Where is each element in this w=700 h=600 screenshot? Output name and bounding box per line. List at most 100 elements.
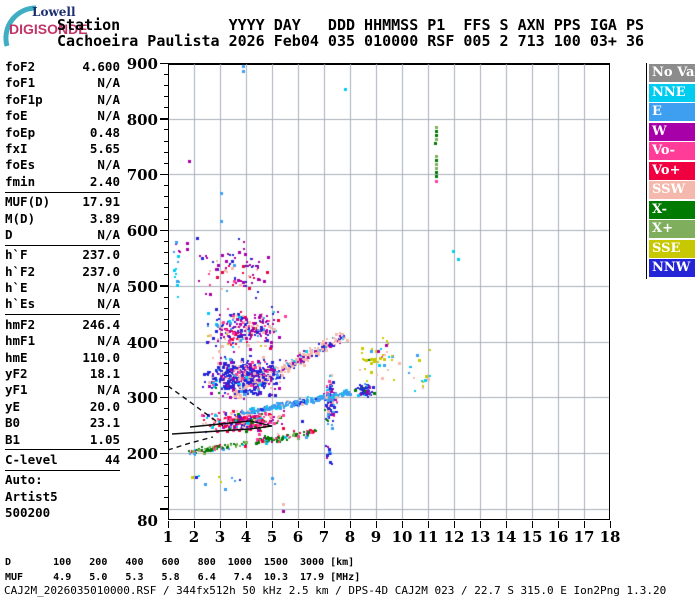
param-label: 500200 [5,505,51,521]
param-row: h`E N/A [5,280,120,296]
header-column-titles: Station YYYY DAY DDD HHMMSS P1 FFS S AXN… [57,16,644,34]
y-minor-tick [164,318,168,320]
param-label: Auto: [5,472,43,488]
x-major-tick [297,521,299,528]
x-major-tick [245,521,247,528]
x-axis-label: 18 [599,528,621,546]
y-minor-tick [164,330,168,331]
y-minor-tick [164,430,168,432]
param-row: 500200 [5,505,120,521]
y-major-tick [160,396,168,399]
x-axis-label: 10 [391,528,413,546]
param-label: hmF1 [5,333,36,349]
measurement-header: Station YYYY DAY DDD HHMMSS P1 FFS S AXN… [57,17,644,49]
param-row: fmin 2.40 [5,174,120,190]
y-minor-tick [164,408,168,410]
y-minor-tick [164,307,168,309]
param-label: foEp [5,124,36,140]
param-label: fmin [5,173,36,189]
param-label: foF1p [5,91,43,107]
y-minor-tick [164,274,168,276]
legend-item-noval: No Val [649,64,695,82]
param-row: hmF1 N/A [5,333,120,349]
y-minor-tick [164,419,168,421]
param-value: 20.0 [89,398,120,414]
y-axis-label: 900 [126,55,158,73]
param-group-divider [5,244,120,246]
y-minor-tick [164,196,168,198]
param-value: 18.1 [89,366,120,382]
param-row: yF2 18.1 [5,366,120,382]
x-axis-label: 12 [443,528,465,546]
param-value: 110.0 [82,349,120,365]
param-label: foF2 [5,59,36,74]
param-label: h`F2 [5,263,36,279]
x-major-tick [505,521,507,528]
legend-item-x+: X+ [649,220,695,238]
hf-trace-dashed [168,385,227,429]
x-major-tick [479,521,481,528]
y-axis-label: 500 [126,277,158,296]
param-value: 3.89 [89,210,120,226]
param-row: foEp 0.48 [5,125,120,141]
legend-item-w: W [649,122,695,141]
y-minor-tick [164,73,168,75]
logo-text-lowell: Lowell [32,5,76,19]
x-major-tick [609,521,611,528]
x-axis-label: 5 [266,528,278,546]
header-values: Cachoeira Paulista 2026 Feb04 035 010000… [57,32,644,50]
param-value: N/A [97,108,120,124]
hf-trace-solid [171,420,273,435]
x-axis-label: 6 [292,528,304,546]
y-minor-tick [164,107,168,109]
param-label: h`F [5,247,28,263]
param-row: foE N/A [5,108,120,124]
x-major-tick [401,521,403,528]
logo-text-digisonde: DIGISONDE [9,21,88,37]
param-value: N/A [97,226,120,242]
x-major-tick [349,521,351,528]
y-major-tick [160,229,168,231]
param-row: yE 20.0 [5,399,120,415]
param-row: MUF(D) 17.91 [5,194,120,210]
y-axis-label: 700 [126,166,158,185]
param-value: N/A [97,280,120,296]
param-label: h`E [5,280,28,296]
y-minor-tick [164,151,168,153]
param-row: C-level 44 [5,452,120,468]
param-row: Artist5 [5,489,120,505]
param-value: N/A [97,382,120,398]
x-major-tick [167,521,169,528]
x-axis-label: 16 [547,528,569,546]
param-label: B1 [5,431,21,447]
param-row: fxI 5.65 [5,141,120,157]
x-major-tick [219,521,221,528]
legend-divider-line [646,63,647,279]
x-axis-label: 3 [214,528,226,546]
y-minor-tick [164,263,168,265]
y-minor-tick [164,497,168,499]
y-axis-label: 600 [126,222,158,241]
x-axis-label: 17 [573,528,595,546]
param-group-divider [5,449,120,451]
y-axis-label: 800 [126,110,158,129]
y-axis-label: 80 [137,512,158,530]
x-major-tick [531,521,533,528]
characteristics-panel: foF2 4.600 foF1 N/A foF1p N/A foE N/A foEp 0.48 fx… [5,59,120,522]
y-minor-tick [164,441,168,443]
param-row: hmF2 246.4 [5,317,120,333]
y-minor-tick [164,486,168,488]
muf-row: MUF 4.9 5.0 5.3 5.8 6.4 7.4 10.3 17.9 [M… [5,572,361,583]
y-minor-tick [164,385,168,387]
param-row: B0 23.1 [5,415,120,431]
param-label: hmE [5,349,28,365]
x-axis-label: 9 [370,528,382,546]
ionogram-scatter-plot [168,63,610,520]
param-label: fxI [5,140,28,156]
x-major-tick [323,521,325,528]
legend-item-vo+: Vo+ [649,161,695,180]
legend-item-x-: X- [649,200,695,219]
param-row: foF1 N/A [5,75,120,91]
param-label: C-level [5,451,58,467]
y-major-tick [160,62,168,64]
